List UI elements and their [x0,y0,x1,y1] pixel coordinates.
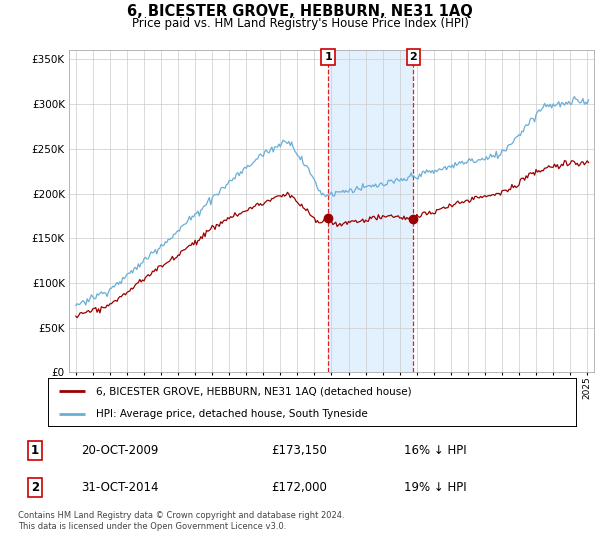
Text: 20-OCT-2009: 20-OCT-2009 [81,444,158,456]
Text: Price paid vs. HM Land Registry's House Price Index (HPI): Price paid vs. HM Land Registry's House … [131,17,469,30]
Text: 16% ↓ HPI: 16% ↓ HPI [404,444,466,456]
Text: £173,150: £173,150 [271,444,327,456]
Text: This data is licensed under the Open Government Licence v3.0.: This data is licensed under the Open Gov… [18,522,286,531]
Text: 1: 1 [324,52,332,62]
Text: 2: 2 [31,482,39,494]
Text: £172,000: £172,000 [271,482,327,494]
Text: HPI: Average price, detached house, South Tyneside: HPI: Average price, detached house, Sout… [95,409,367,419]
Text: 6, BICESTER GROVE, HEBBURN, NE31 1AQ (detached house): 6, BICESTER GROVE, HEBBURN, NE31 1AQ (de… [95,386,411,396]
Text: 31-OCT-2014: 31-OCT-2014 [81,482,158,494]
Text: 19% ↓ HPI: 19% ↓ HPI [404,482,466,494]
Text: 1: 1 [31,444,39,456]
Bar [328,50,413,372]
Text: Contains HM Land Registry data © Crown copyright and database right 2024.: Contains HM Land Registry data © Crown c… [18,511,344,520]
Text: 2: 2 [409,52,417,62]
Text: 6, BICESTER GROVE, HEBBURN, NE31 1AQ: 6, BICESTER GROVE, HEBBURN, NE31 1AQ [127,4,473,19]
